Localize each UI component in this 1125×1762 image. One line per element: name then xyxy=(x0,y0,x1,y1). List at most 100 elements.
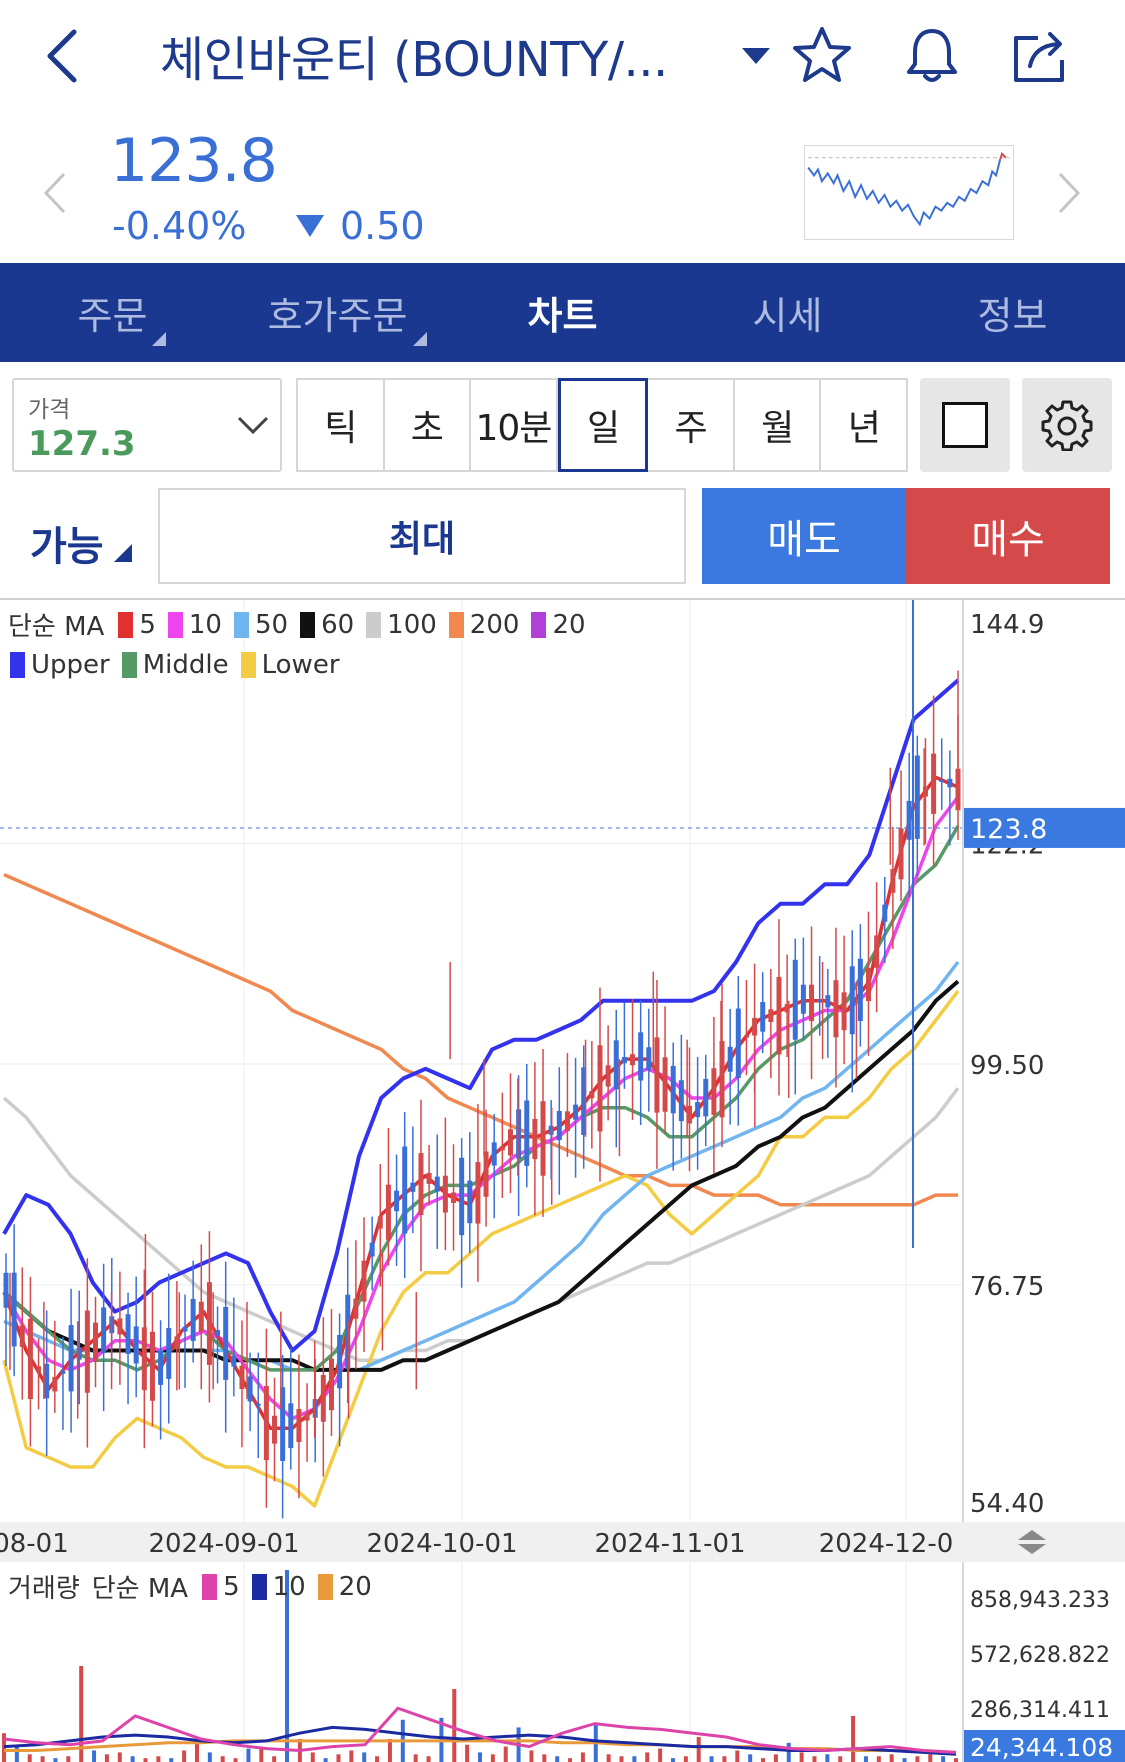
candle-body xyxy=(320,1375,326,1422)
legend-ma100: 100 xyxy=(387,609,437,640)
candle-body xyxy=(947,778,953,788)
candle-body xyxy=(280,1387,286,1461)
candle-body xyxy=(882,904,888,922)
period-10min[interactable]: 10분 xyxy=(471,380,558,470)
candle-body xyxy=(621,1056,627,1064)
series-middle-line xyxy=(2,825,960,1372)
volume-bar xyxy=(336,1754,341,1762)
volume-bar xyxy=(182,1750,187,1762)
candle-body xyxy=(206,1282,212,1365)
candle-body xyxy=(410,1182,416,1192)
chart-divider xyxy=(0,598,1125,600)
chevron-left-icon[interactable] xyxy=(38,26,88,86)
prev-coin-icon[interactable] xyxy=(40,170,70,216)
bell-icon[interactable] xyxy=(900,24,964,88)
current-price-label: 123.8 xyxy=(970,814,1047,845)
series-ma60-line xyxy=(2,979,960,1372)
candle-body xyxy=(817,999,823,1002)
caret-down-icon[interactable] xyxy=(740,46,772,66)
next-coin-icon[interactable] xyxy=(1054,170,1084,216)
share-icon[interactable] xyxy=(1008,24,1072,88)
candle-body xyxy=(516,1109,522,1159)
price-chart[interactable]: 4-08-012024-09-012024-10-012024-11-01202… xyxy=(0,600,1125,1762)
period-week[interactable]: 주 xyxy=(648,380,735,470)
candle-body xyxy=(239,1365,245,1389)
fullscreen-button[interactable] xyxy=(920,378,1010,472)
volume-bar xyxy=(606,1754,611,1762)
volume-bar xyxy=(941,1756,946,1762)
price-select[interactable]: 가격 127.3 xyxy=(12,378,282,472)
candle-body xyxy=(898,828,904,880)
volume-bar xyxy=(696,1737,701,1762)
candle-body xyxy=(678,1080,684,1122)
volume-bar xyxy=(812,1756,817,1762)
available-toggle[interactable]: 가능 xyxy=(30,524,104,570)
volume-bar xyxy=(670,1758,675,1762)
candle-body xyxy=(353,1298,359,1319)
candle-body xyxy=(451,1192,457,1203)
volume-bar xyxy=(40,1756,45,1762)
candle-body xyxy=(768,1009,774,1022)
legend-swatch xyxy=(202,1573,218,1600)
candle-body xyxy=(654,1037,660,1113)
buy-button[interactable]: 매수 xyxy=(906,488,1110,584)
volume-bar xyxy=(748,1754,753,1762)
coin-title[interactable]: 체인바운티 (BOUNTY/... xyxy=(160,32,668,88)
tab-chart-label: 차트 xyxy=(527,294,598,338)
sell-button[interactable]: 매도 xyxy=(702,488,906,584)
candle-body xyxy=(125,1314,131,1354)
candle-body xyxy=(11,1272,17,1347)
volume-bar xyxy=(838,1756,843,1762)
chart-settings-button[interactable] xyxy=(1022,378,1112,472)
max-quantity-button[interactable]: 최대 xyxy=(158,488,686,584)
submenu-corner-icon xyxy=(114,544,132,562)
volume-bar xyxy=(503,1746,508,1762)
candle-body xyxy=(955,768,961,811)
candle-body xyxy=(60,1371,66,1374)
tab-info[interactable]: 정보 xyxy=(900,263,1125,362)
volume-bar xyxy=(387,1738,392,1762)
volume-bar xyxy=(478,1752,482,1762)
x-tick-label: 2024-10-01 xyxy=(366,1529,517,1559)
volume-bar xyxy=(645,1752,650,1762)
axis-divider xyxy=(962,1562,964,1762)
period-month[interactable]: 월 xyxy=(735,380,822,470)
tab-quote-order[interactable]: 호가주문 xyxy=(225,263,450,362)
candle-body xyxy=(865,967,871,1002)
change-amount-value: 0.50 xyxy=(340,204,425,248)
volume-bar xyxy=(863,1756,868,1762)
candle-body xyxy=(467,1180,473,1224)
volume-title: 거래량 xyxy=(8,1574,80,1604)
sparkline-chart[interactable] xyxy=(804,145,1014,240)
candle-body xyxy=(19,1325,25,1347)
volume-bar xyxy=(799,1752,804,1762)
main-tabs: 주문 호가주문 차트 시세 정보 xyxy=(0,263,1125,362)
tab-chart[interactable]: 차트 xyxy=(450,263,675,362)
period-year[interactable]: 년 xyxy=(847,408,881,449)
triangle-down-icon xyxy=(296,215,324,237)
legend-middle: Middle xyxy=(142,650,229,680)
volume-legend: 거래량 단순 MA 5 10 20 xyxy=(8,1568,372,1605)
ma-legend: 단순 MA 5 10 50 60 100 200 20 xyxy=(8,606,586,643)
candle-body xyxy=(784,1004,790,1013)
tab-order[interactable]: 주문 xyxy=(0,263,225,362)
current-volume-badge xyxy=(964,1730,1125,1762)
volume-bar xyxy=(735,1750,740,1762)
legend-upper: Upper xyxy=(31,650,110,680)
star-icon[interactable] xyxy=(790,24,854,88)
candle-body xyxy=(703,1078,709,1117)
candle-body xyxy=(442,1175,448,1213)
legend-swatch xyxy=(317,1573,333,1600)
candle-body xyxy=(68,1325,74,1392)
candle-body xyxy=(76,1347,82,1360)
period-second[interactable]: 초 xyxy=(385,380,472,470)
legend-lower: Lower xyxy=(261,650,340,680)
tab-market[interactable]: 시세 xyxy=(675,263,900,362)
y-tick-label: 99.50 xyxy=(970,1051,1044,1081)
candle-body xyxy=(874,935,880,968)
legend-swatch xyxy=(366,611,382,638)
period-day[interactable]: 일 xyxy=(557,378,649,472)
candle-body xyxy=(857,958,863,1021)
period-tick[interactable]: 틱 xyxy=(298,380,385,470)
candle-body xyxy=(426,1172,432,1184)
